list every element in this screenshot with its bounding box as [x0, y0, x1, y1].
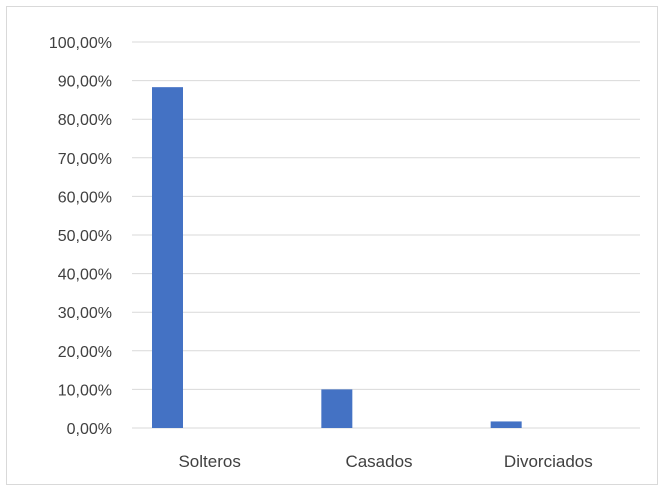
y-tick-label: 0,00% — [67, 421, 112, 438]
gridlines — [132, 41, 640, 429]
y-tick-label: 60,00% — [58, 189, 112, 206]
y-tick-label: 70,00% — [58, 151, 112, 168]
y-tick-label: 100,00% — [49, 35, 112, 52]
x-category-label: Casados — [345, 452, 412, 471]
bars — [152, 87, 522, 429]
x-category-label: Divorciados — [504, 452, 593, 471]
y-axis-tick-labels: 0,00% 10,00% 20,00% 30,00% 40,00% 50,00% 60,00… — [49, 35, 112, 438]
y-tick-label: 40,00% — [58, 267, 112, 284]
y-tick-label: 10,00% — [58, 382, 112, 399]
y-tick-label: 20,00% — [58, 344, 112, 361]
bar-solteros — [152, 87, 183, 429]
y-tick-label: 30,00% — [58, 305, 112, 322]
y-tick-label: 80,00% — [58, 112, 112, 129]
x-category-label: Solteros — [178, 452, 240, 471]
x-axis-category-labels: Solteros Casados Divorciados — [178, 452, 592, 471]
y-tick-label: 50,00% — [58, 228, 112, 245]
bar-casados — [321, 389, 353, 428]
y-tick-label: 90,00% — [58, 74, 112, 91]
bar-divorciados — [490, 421, 522, 428]
